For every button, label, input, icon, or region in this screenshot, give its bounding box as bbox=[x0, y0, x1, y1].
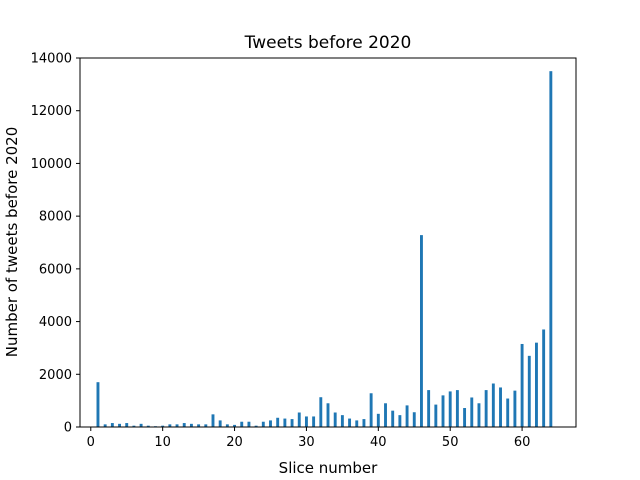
bar-slice-10 bbox=[161, 425, 165, 427]
bar-slice-15 bbox=[197, 424, 201, 427]
bar-slice-34 bbox=[333, 412, 337, 427]
bar-slice-12 bbox=[175, 424, 179, 427]
bar-slice-38 bbox=[362, 419, 366, 427]
bar-slice-23 bbox=[254, 425, 258, 427]
bar-slice-28 bbox=[290, 419, 294, 427]
bar-slice-11 bbox=[168, 424, 172, 427]
bar-slice-60 bbox=[520, 343, 524, 427]
bar-slice-36 bbox=[348, 418, 352, 427]
bar-slice-8 bbox=[146, 425, 150, 427]
bar-slice-24 bbox=[261, 421, 265, 427]
bars-group bbox=[96, 71, 553, 428]
bar-slice-4 bbox=[118, 423, 121, 427]
x-tick-label: 10 bbox=[154, 435, 171, 450]
bar-slice-50 bbox=[448, 391, 452, 427]
y-tick-label: 10000 bbox=[31, 157, 72, 172]
bar-slice-44 bbox=[405, 405, 409, 427]
bar-slice-56 bbox=[491, 383, 495, 427]
bar-slice-62 bbox=[535, 342, 538, 427]
bar-slice-33 bbox=[326, 403, 330, 427]
bar-slice-59 bbox=[513, 390, 517, 427]
bar-slice-37 bbox=[355, 420, 359, 427]
y-tick-label: 2000 bbox=[39, 368, 72, 383]
bar-slice-55 bbox=[484, 390, 488, 427]
bar-slice-48 bbox=[434, 404, 438, 427]
bar-slice-47 bbox=[427, 390, 431, 427]
bar-slice-61 bbox=[527, 355, 531, 427]
bar-slice-3 bbox=[110, 423, 114, 427]
bar-slice-63 bbox=[542, 329, 546, 427]
bar-slice-31 bbox=[312, 416, 316, 427]
x-axis-label: Slice number bbox=[279, 459, 378, 477]
bar-slice-5 bbox=[125, 423, 129, 427]
bar-slice-21 bbox=[240, 421, 244, 427]
bar-slice-51 bbox=[455, 390, 459, 427]
y-tick-label: 6000 bbox=[39, 262, 72, 277]
bar-slice-16 bbox=[204, 424, 208, 427]
bar-slice-22 bbox=[247, 421, 251, 427]
bar-slice-39 bbox=[369, 393, 373, 427]
bar-slice-20 bbox=[233, 424, 236, 427]
bar-slice-54 bbox=[477, 403, 481, 427]
bar-slice-41 bbox=[384, 403, 387, 427]
bar-slice-7 bbox=[139, 423, 143, 427]
bar-slice-58 bbox=[506, 398, 510, 427]
bar-slice-18 bbox=[218, 420, 222, 427]
bar-slice-40 bbox=[376, 413, 380, 427]
bar-slice-43 bbox=[398, 415, 402, 427]
y-axis-ticks: 0 2000 4000 6000 8000 10000 12000 14000 bbox=[31, 52, 80, 436]
bar-slice-17 bbox=[211, 414, 215, 427]
bar-slice-52 bbox=[463, 408, 467, 427]
bar-slice-19 bbox=[225, 424, 229, 427]
bar-slice-35 bbox=[340, 415, 344, 427]
bar-slice-64 bbox=[549, 71, 553, 428]
y-tick-label: 12000 bbox=[31, 104, 72, 119]
bar-slice-2 bbox=[103, 424, 107, 427]
bar-slice-14 bbox=[189, 423, 193, 427]
chart-title: Tweets before 2020 bbox=[244, 33, 412, 53]
x-tick-label: 30 bbox=[298, 435, 315, 450]
bar-slice-30 bbox=[304, 416, 308, 427]
x-tick-label: 50 bbox=[442, 435, 459, 450]
bar-slice-1 bbox=[96, 382, 100, 427]
bar-slice-45 bbox=[412, 412, 416, 427]
bar-slice-26 bbox=[276, 417, 280, 427]
bar-slice-25 bbox=[269, 420, 272, 427]
bar-slice-6 bbox=[132, 425, 136, 427]
bar-slice-53 bbox=[470, 397, 474, 427]
x-axis-ticks: 0 10 20 30 40 50 60 bbox=[87, 427, 531, 450]
y-tick-label: 4000 bbox=[39, 315, 72, 330]
bar-slice-29 bbox=[297, 412, 301, 427]
y-tick-label: 0 bbox=[64, 421, 72, 436]
bar-slice-49 bbox=[441, 395, 445, 427]
bar-slice-42 bbox=[391, 410, 395, 427]
y-tick-label: 14000 bbox=[31, 52, 72, 67]
x-tick-label: 40 bbox=[370, 435, 387, 450]
x-tick-label: 0 bbox=[87, 435, 95, 450]
x-tick-label: 20 bbox=[226, 435, 243, 450]
plot-frame bbox=[79, 57, 577, 428]
x-tick-label: 60 bbox=[514, 435, 531, 450]
y-tick-label: 8000 bbox=[39, 210, 72, 225]
bar-slice-13 bbox=[182, 423, 186, 427]
bar-slice-57 bbox=[499, 387, 502, 427]
bar-slice-46 bbox=[420, 235, 423, 427]
bar-slice-27 bbox=[283, 418, 287, 427]
y-axis-label: Number of tweets before 2020 bbox=[3, 127, 21, 358]
bar-slice-32 bbox=[319, 397, 323, 427]
